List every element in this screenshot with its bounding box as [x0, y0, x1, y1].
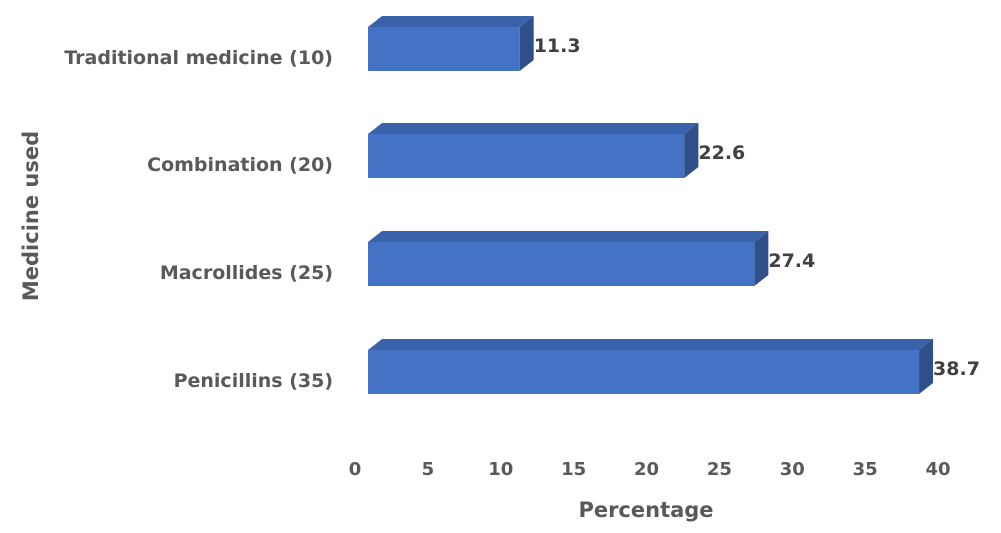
- bars-layer: [368, 16, 934, 394]
- bar-1: [368, 16, 534, 71]
- x-tick-label: 15: [561, 459, 586, 480]
- x-tick-label: 30: [780, 459, 805, 480]
- category-label: Penicillins (35): [174, 370, 333, 392]
- category-label: Traditional medicine (10): [64, 47, 333, 69]
- bar-3: [368, 231, 769, 286]
- x-tick-label: 40: [925, 459, 950, 480]
- x-axis-title: Percentage: [578, 498, 713, 522]
- labels-layer: 11.3 Traditional medicine (10) 22.6 Combina…: [64, 35, 980, 480]
- x-tick-label: 20: [634, 459, 659, 480]
- bar-front-face: [368, 242, 755, 286]
- bar-side-face: [919, 339, 934, 394]
- bar-top-face: [368, 231, 769, 242]
- bar-front-face: [368, 350, 920, 394]
- bar-top-face: [368, 339, 934, 350]
- x-tick-label: 35: [853, 459, 878, 480]
- x-tick-label: 5: [422, 459, 435, 480]
- x-tick-label: 0: [349, 459, 362, 480]
- bar-side-face: [684, 123, 699, 178]
- bar-side-face: [754, 231, 769, 286]
- bar-side-face: [519, 16, 534, 71]
- data-label: 38.7: [933, 358, 980, 380]
- data-label: 11.3: [534, 35, 581, 57]
- bar-top-face: [368, 123, 699, 134]
- category-label: Combination (20): [147, 154, 333, 176]
- data-label: 27.4: [768, 250, 815, 272]
- x-tick-label: 25: [707, 459, 732, 480]
- bar-front-face: [368, 134, 685, 178]
- category-label: Macrollides (25): [160, 262, 333, 284]
- bar-front-face: [368, 27, 520, 71]
- bar-4: [368, 339, 934, 394]
- data-label: 22.6: [698, 142, 745, 164]
- bar-top-face: [368, 16, 534, 27]
- x-tick-label: 10: [488, 459, 513, 480]
- y-axis-title: Medicine used: [19, 131, 43, 301]
- bar-2: [368, 123, 699, 178]
